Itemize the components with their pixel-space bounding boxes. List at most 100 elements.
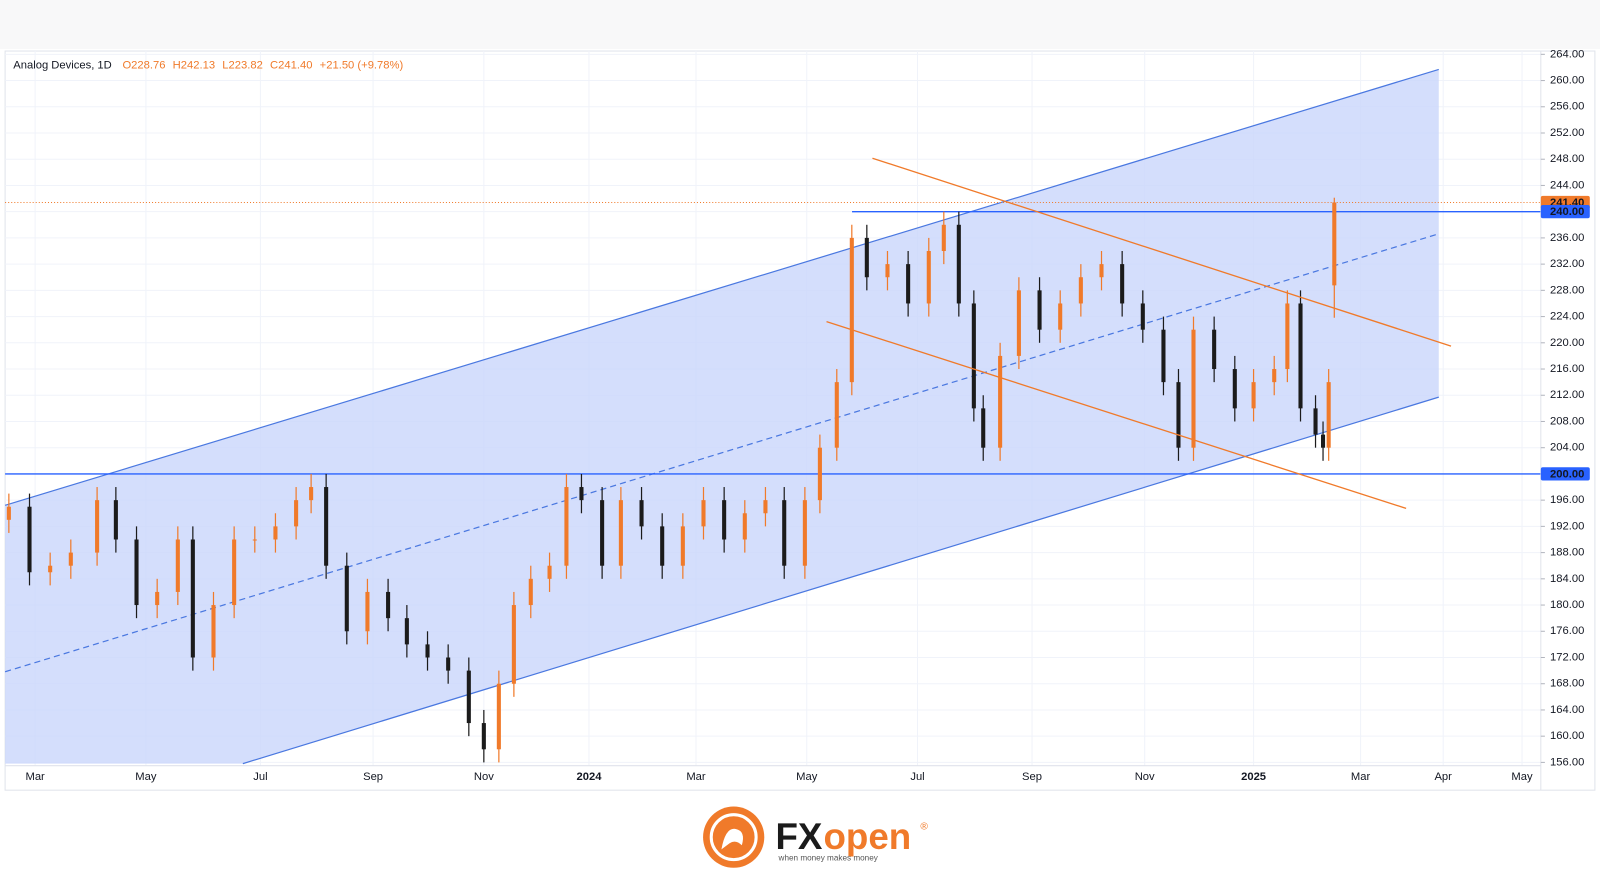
brand-fx: FX	[776, 816, 823, 857]
candle-body	[466, 670, 471, 724]
channel-mid	[4, 233, 1439, 673]
candle-body	[701, 500, 706, 527]
candle-body	[1272, 369, 1277, 383]
price-tag-label: 240.00	[1550, 206, 1584, 218]
candle-body	[1191, 329, 1196, 448]
candle-body	[680, 526, 685, 566]
candle-body	[1320, 434, 1326, 448]
candle-body	[802, 500, 807, 566]
logo-bull	[721, 828, 744, 850]
channel-upper	[4, 68, 1439, 506]
candle-body	[309, 487, 314, 501]
x-tick-label: 2024	[576, 771, 602, 783]
x-tick-label: May	[796, 771, 818, 783]
candle-body	[232, 539, 237, 606]
candle-body	[906, 264, 911, 304]
channel-fill	[5, 69, 1439, 764]
candle-body	[639, 500, 644, 527]
y-tick-label: 196.00	[1550, 494, 1584, 506]
candle-body	[600, 500, 605, 566]
candle-body	[1285, 303, 1290, 370]
price-tag-label: 200.00	[1550, 468, 1584, 480]
candle-body	[971, 303, 976, 409]
candle-body	[1332, 202, 1337, 286]
trend-line-upper	[872, 157, 1452, 347]
y-tick-label: 244.00	[1550, 179, 1584, 191]
candle-body	[273, 526, 278, 540]
y-tick-label: 208.00	[1550, 415, 1584, 427]
candle-body	[722, 500, 727, 540]
candles	[6, 197, 1337, 763]
legend-close: C241.40	[270, 59, 312, 71]
ohlc-legend: O228.76 H242.13 L223.82 C241.40 +21.50 (…	[122, 59, 403, 71]
candle-body	[547, 565, 552, 579]
x-tick-label: Apr	[1434, 771, 1452, 783]
y-tick-label: 204.00	[1550, 442, 1584, 454]
y-tick-label: 172.00	[1550, 651, 1584, 663]
candle-body	[27, 506, 32, 573]
candle-body	[981, 408, 986, 448]
top-bar	[0, 0, 1600, 50]
candle-body	[817, 447, 822, 501]
y-tick-label: 252.00	[1550, 127, 1584, 139]
y-tick-label: 164.00	[1550, 704, 1584, 716]
price-tag	[1540, 467, 1590, 481]
y-tick-label: 248.00	[1550, 153, 1584, 165]
x-tick-label: Jul	[253, 771, 267, 783]
candle-body	[528, 578, 533, 606]
candle-body	[1298, 303, 1303, 409]
x-tick-label: May	[135, 771, 157, 783]
candle-body	[481, 723, 486, 750]
candle-body	[618, 500, 623, 566]
candle-body	[579, 487, 584, 501]
y-tick-label: 212.00	[1550, 389, 1584, 401]
candle-body	[1326, 382, 1331, 448]
x-tick-label: May	[1511, 771, 1533, 783]
candle-body	[6, 506, 11, 520]
y-tick-label: 232.00	[1550, 258, 1584, 270]
candle-body	[660, 526, 665, 566]
candle-body	[956, 224, 961, 304]
axes: 156.00 160.00 164.00 168.00 172.00 176.00 180.…	[25, 48, 1590, 783]
x-tick-label: Nov	[1135, 771, 1155, 783]
candle-body	[211, 605, 216, 658]
candle-body	[48, 565, 53, 573]
candle-body	[365, 591, 370, 632]
legend-open: O228.76	[122, 59, 165, 71]
candle-body	[782, 500, 787, 566]
candle-body	[404, 618, 409, 645]
y-tick-label: 260.00	[1550, 75, 1584, 87]
legend-high: H242.13	[173, 59, 215, 71]
y-tick-label: 228.00	[1550, 284, 1584, 296]
brand-logo: FX open ® when money makes money	[703, 806, 928, 868]
x-tick-label: Mar	[25, 771, 45, 783]
candle-body	[344, 565, 349, 632]
brand-tagline: when money makes money	[778, 854, 879, 863]
candle-body	[386, 591, 391, 619]
y-tick-label: 216.00	[1550, 363, 1584, 375]
candle-body	[763, 500, 768, 514]
x-tick-label: Mar	[1351, 771, 1371, 783]
candle-body	[95, 500, 100, 553]
brand-open: open	[823, 816, 911, 857]
y-tick-label: 180.00	[1550, 599, 1584, 611]
candle-body	[1037, 290, 1042, 330]
logo-ring	[709, 813, 758, 862]
candle-body	[511, 605, 516, 684]
candle-body	[425, 644, 430, 658]
candle-body	[1232, 369, 1237, 409]
candle-body	[564, 487, 569, 566]
candle-body	[998, 355, 1003, 448]
candle-body	[496, 683, 501, 750]
candle-body	[134, 539, 139, 606]
candle-body	[1161, 329, 1166, 383]
candle-body	[1212, 329, 1217, 370]
y-tick-label: 176.00	[1550, 625, 1584, 637]
levels	[5, 201, 1541, 475]
candle-body	[1078, 277, 1083, 304]
y-tick-label: 220.00	[1550, 337, 1584, 349]
candle-body	[941, 224, 946, 252]
y-tick-label: 236.00	[1550, 232, 1584, 244]
candle-body	[324, 487, 329, 566]
